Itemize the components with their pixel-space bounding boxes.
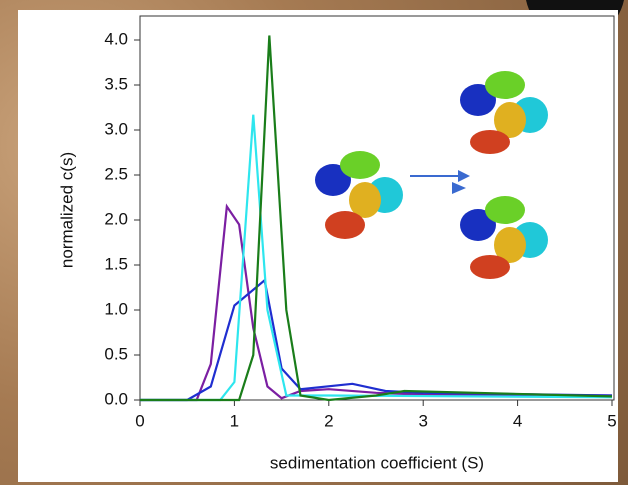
y-axis-label: normalized c(s) xyxy=(57,152,76,268)
y-tick-label: 1.5 xyxy=(104,254,128,273)
y-tick-label: 3.0 xyxy=(104,119,128,138)
x-tick-label: 0 xyxy=(135,411,144,430)
protein-left xyxy=(315,151,403,239)
y-tick-label: 0.0 xyxy=(104,389,128,408)
y-tick-label: 4.0 xyxy=(104,29,128,48)
x-axis-label: sedimentation coefficient (S) xyxy=(270,453,484,472)
protein-top-right xyxy=(460,71,548,154)
y-tick-label: 2.0 xyxy=(104,209,128,228)
y-tick-label: 2.5 xyxy=(104,164,128,183)
y-tick-label: 3.5 xyxy=(104,74,128,93)
x-tick-label: 4 xyxy=(513,411,522,430)
line xyxy=(140,35,613,402)
x-tick-label: 5 xyxy=(607,411,616,430)
x-tick-label: 3 xyxy=(418,411,427,430)
arrow-head xyxy=(452,182,466,194)
x-tick-label: 1 xyxy=(230,411,239,430)
y-tick-label: 1.0 xyxy=(104,299,128,318)
plot-frame xyxy=(139,15,615,401)
arrow-head xyxy=(458,170,470,182)
x-tick-label: 2 xyxy=(324,411,333,430)
line xyxy=(140,203,613,402)
y-tick-label: 0.5 xyxy=(104,344,128,363)
protein-bottom-right xyxy=(460,196,548,279)
